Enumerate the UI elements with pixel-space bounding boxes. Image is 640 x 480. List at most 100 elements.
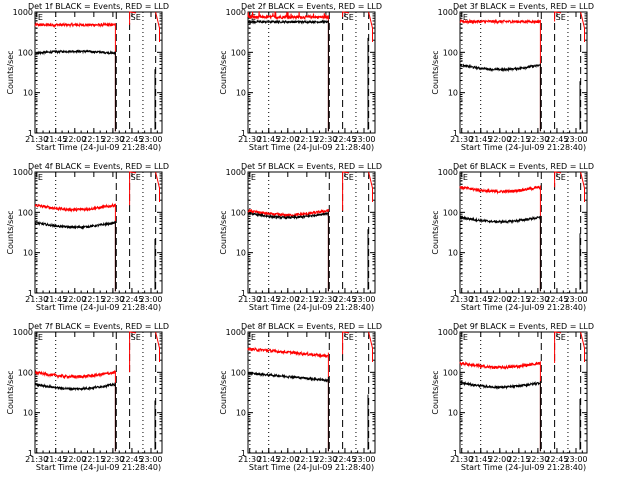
plot-frame	[247, 11, 376, 134]
marker-label: E	[251, 333, 256, 342]
marker-label: SE	[344, 13, 354, 22]
plot-frame	[247, 171, 376, 294]
y-tick-label: 100	[443, 208, 458, 217]
x-tick-label: 22:15	[82, 295, 105, 304]
y-tick-label: 100	[18, 368, 33, 377]
marker-label: SE	[131, 333, 141, 342]
y-tick-label: 1000	[226, 8, 246, 17]
x-tick-label: 21:45	[44, 455, 67, 464]
x-tick-label: 22:15	[82, 135, 105, 144]
chart-panel-1: Det 1f BLACK = Events, RED = LLD 1 10 100 10…	[6, 2, 169, 152]
panel-title: Det 4f BLACK = Events, RED = LLD	[28, 162, 169, 171]
x-tick-label: 23:00	[564, 455, 587, 464]
marker-label: E	[463, 13, 468, 22]
x-tick-label: 21:30	[25, 455, 48, 464]
x-tick-label: 21:30	[25, 295, 48, 304]
y-tick-label: 1	[241, 289, 246, 298]
x-axis-label: Start Time (24-Jul-09 21:28:40)	[461, 463, 586, 472]
marker-label: E	[463, 173, 468, 182]
events-series-line	[459, 63, 581, 132]
y-tick-label: 1000	[438, 8, 458, 17]
x-tick-label: 21:45	[469, 135, 492, 144]
y-axis-label: Counts/sec	[219, 210, 228, 254]
panel-title: Det 9f BLACK = Events, RED = LLD	[453, 322, 594, 331]
x-tick-label: 22:30	[101, 295, 124, 304]
y-tick-label: 10	[236, 409, 246, 418]
y-tick-label: 1000	[438, 168, 458, 177]
x-tick-label: 22:45	[333, 455, 356, 464]
y-tick-label: 10	[236, 89, 246, 98]
plot-frame	[459, 331, 588, 454]
panel-title: Det 8f BLACK = Events, RED = LLD	[241, 322, 382, 331]
x-axis-label: Start Time (24-Jul-09 21:28:40)	[36, 303, 161, 312]
y-tick-label: 10	[448, 249, 458, 258]
marker-label: E	[38, 333, 43, 342]
events-series-line	[459, 380, 581, 452]
x-tick-label: 22:15	[295, 135, 318, 144]
plot-frame	[34, 331, 163, 454]
lld-series-line	[34, 331, 160, 452]
x-tick-label: 21:30	[238, 135, 261, 144]
lld-series-line	[34, 171, 160, 292]
x-tick-label: 21:45	[44, 135, 67, 144]
x-tick-label: 23:00	[139, 295, 162, 304]
plot-frame	[34, 11, 163, 134]
x-tick-label: 22:30	[526, 455, 549, 464]
events-series-line	[247, 371, 369, 452]
x-tick-label: 23:00	[139, 455, 162, 464]
x-tick-label: 21:30	[450, 295, 473, 304]
x-tick-label: 22:45	[120, 295, 143, 304]
panel-title: Det 1f BLACK = Events, RED = LLD	[28, 2, 169, 11]
marker-label: SE	[556, 13, 566, 22]
x-tick-label: 22:15	[295, 295, 318, 304]
x-tick-label: 21:30	[238, 455, 261, 464]
chart-panel-5: Det 5f BLACK = Events, RED = LLD 1 10 100 10…	[219, 162, 382, 312]
y-tick-label: 100	[18, 208, 33, 217]
y-axis-label: Counts/sec	[219, 370, 228, 414]
marker-label: E	[38, 173, 43, 182]
plot-frame	[459, 11, 588, 134]
y-tick-label: 100	[443, 48, 458, 57]
events-series-line	[247, 19, 369, 132]
y-tick-label: 1	[28, 289, 33, 298]
y-tick-label: 1	[453, 289, 458, 298]
x-tick-label: 22:45	[545, 135, 568, 144]
y-axis-label: Counts/sec	[219, 50, 228, 94]
x-tick-label: 22:45	[120, 135, 143, 144]
x-tick-label: 22:15	[507, 455, 530, 464]
x-tick-label: 22:00	[63, 135, 86, 144]
y-tick-label: 1000	[226, 168, 246, 177]
y-tick-label: 1000	[438, 328, 458, 337]
x-tick-label: 21:45	[469, 295, 492, 304]
plot-frame	[247, 331, 376, 454]
y-tick-label: 1	[453, 449, 458, 458]
lld-series-line	[247, 331, 373, 452]
x-tick-label: 23:00	[352, 295, 375, 304]
x-axis-label: Start Time (24-Jul-09 21:28:40)	[249, 463, 374, 472]
x-tick-label: 22:00	[276, 135, 299, 144]
marker-label: SE	[344, 333, 354, 342]
x-tick-label: 22:30	[526, 295, 549, 304]
marker-label: E	[251, 173, 256, 182]
chart-panel-4: Det 4f BLACK = Events, RED = LLD 1 10 100 10…	[6, 162, 169, 312]
y-tick-label: 100	[231, 368, 246, 377]
x-tick-label: 22:45	[545, 455, 568, 464]
x-axis-label: Start Time (24-Jul-09 21:28:40)	[249, 303, 374, 312]
lld-series-line	[459, 11, 585, 132]
x-tick-label: 22:00	[63, 295, 86, 304]
events-series-line	[34, 220, 156, 292]
lld-series-line	[247, 11, 373, 132]
y-tick-label: 10	[448, 409, 458, 418]
marker-label: SE	[131, 13, 141, 22]
x-tick-label: 22:45	[545, 295, 568, 304]
events-series-line	[459, 215, 581, 292]
panel-title: Det 2f BLACK = Events, RED = LLD	[241, 2, 382, 11]
x-tick-label: 22:00	[276, 455, 299, 464]
x-tick-label: 23:00	[564, 135, 587, 144]
y-axis-label: Counts/sec	[431, 50, 440, 94]
x-tick-label: 21:45	[257, 295, 280, 304]
y-tick-label: 1000	[13, 328, 33, 337]
y-tick-label: 1000	[13, 168, 33, 177]
x-tick-label: 22:15	[295, 455, 318, 464]
